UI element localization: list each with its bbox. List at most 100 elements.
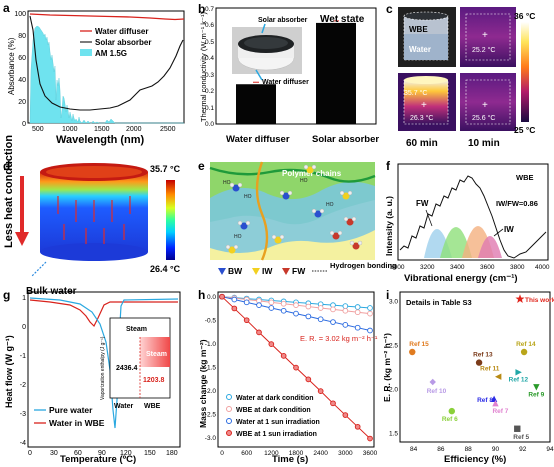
xtick: 3000: [390, 264, 405, 271]
xtick: 30: [50, 450, 58, 457]
xticks-i: 84 86 88 90 92 94: [410, 446, 554, 453]
ytick: -2.0: [205, 388, 217, 395]
polymer-chains-label: Polymer chains: [282, 169, 342, 178]
point-label: Ref 15: [409, 341, 429, 348]
panel-letter-b: b: [198, 2, 205, 16]
crosshair-icon: +: [482, 100, 488, 111]
big-arrow-shaft: [20, 176, 24, 234]
inset-label-water-diffuser: Water diffuser: [262, 79, 309, 86]
crosshair-icon: +: [421, 100, 427, 111]
xtick: 3800: [510, 264, 525, 271]
panel-i: i Details in Table S3 This work Ref 15 Ref…: [382, 288, 554, 465]
ytick: 0.2: [205, 88, 214, 95]
panel-d: d Less heat conduction Bulk water 35.7 °…: [3, 135, 181, 297]
fw-icon: [282, 268, 290, 275]
xtick: 3200: [420, 264, 435, 271]
point-label: Ref 11: [480, 366, 500, 373]
panel-e: e Polymer chains HO HO HO HO HO: [198, 159, 397, 276]
f-label-fw: FW: [416, 199, 429, 208]
legend-swatch-am15g: [80, 49, 92, 56]
data-point: [280, 307, 287, 314]
marker-circle: [475, 359, 483, 366]
ylabel-h: Mass change (kg m⁻²): [198, 339, 208, 428]
marker-triangle-down: [533, 384, 540, 391]
data-point: [367, 305, 373, 311]
legend-am15g: AM 1.5G: [95, 49, 127, 58]
data-point: [268, 305, 275, 311]
ytick: 2.0: [389, 387, 398, 394]
ho: HO: [326, 202, 334, 208]
ytick: 0.0: [207, 294, 216, 301]
ytick: 0: [22, 324, 26, 331]
ytick: -3.0: [205, 435, 217, 442]
cylinder-bottom: [40, 243, 148, 261]
f-fw-pointer: [425, 209, 433, 227]
inset-value-water: 2436.4: [116, 365, 138, 372]
wet-state-label: Wet state: [320, 14, 365, 25]
ytick: 2.5: [389, 342, 398, 349]
xtick: 90: [98, 450, 106, 457]
data-point: [293, 302, 299, 309]
legend-bw: BW: [228, 266, 243, 276]
panel-f: f WBE IW/FW=0.86 FW IW Intensity (a. u.)…: [384, 159, 550, 284]
ytick: 0.6: [205, 22, 214, 29]
panel-letter-g: g: [3, 288, 10, 302]
point-label: Ref 14: [516, 341, 536, 348]
ylabel-f: Intensity (a. u.): [384, 196, 394, 256]
data-point: [317, 316, 324, 323]
axes-frame-f: [397, 163, 549, 261]
ytick: 0.3: [205, 72, 214, 79]
thermal-image-10min: [460, 73, 516, 131]
big-arrow-head-icon: [15, 232, 29, 246]
data-point: [268, 299, 275, 306]
data-point: [354, 324, 361, 331]
panel-a: a Water diffuser Solar absorber AM 1.5G …: [3, 1, 185, 146]
inset-enthalpy: Steam Steam 2436.4 1203.8 Vaporization e…: [100, 317, 171, 410]
xtick: 0: [28, 450, 32, 457]
f-iw-pointer: [493, 228, 504, 237]
panel-letter-h: h: [198, 288, 205, 302]
ytick: 0: [22, 121, 26, 128]
ytick: 0.1: [205, 105, 214, 112]
point-label: Ref 10: [427, 388, 447, 395]
data-point: [367, 327, 373, 334]
label-wbe: WBE: [409, 25, 428, 34]
bulk-water-pointer: [31, 261, 47, 277]
point-label: Ref 7: [492, 408, 508, 415]
thermal-device-60min: [403, 79, 449, 125]
data-point: [367, 435, 373, 442]
ytick: -2: [20, 382, 26, 389]
ylabel-g: Heat flow (W g⁻¹): [4, 335, 14, 408]
ytick: -2.5: [205, 412, 217, 419]
inset-ylabel: Vaporization enthalpy (J g⁻¹): [100, 336, 106, 400]
ho: HO: [223, 180, 231, 186]
xtick: 84: [410, 446, 418, 453]
ytick: 80: [18, 33, 26, 40]
time-60min: 60 min: [406, 138, 438, 149]
ytick: 60: [18, 55, 26, 62]
ytick: -1: [20, 353, 26, 360]
data-point: [330, 306, 336, 313]
ytick: 1.5: [389, 431, 398, 438]
xtick: 4000: [535, 264, 550, 271]
inset-photo-sample: [232, 27, 302, 74]
ytick: -4: [20, 440, 26, 447]
marker-square: [514, 425, 521, 432]
polymer-chain-green: [209, 166, 376, 183]
temperature-colorbar-d: [166, 180, 175, 260]
inset-steam-right: Steam: [146, 351, 167, 358]
note-table-s3: Details in Table S3: [406, 298, 472, 307]
xtick: 150: [144, 450, 156, 457]
data-point: [330, 400, 336, 407]
bars-b: [236, 20, 356, 125]
ylabel-i: E. R. (kg m⁻² h⁻¹): [382, 333, 392, 402]
data-point: [256, 329, 262, 336]
data-point: [354, 423, 361, 430]
xtick: 600: [241, 450, 252, 457]
peak-iw-1: [440, 227, 472, 258]
plot-h: [219, 293, 373, 442]
marker-circle: [520, 348, 528, 356]
xtick-solar-absorber: Solar absorber: [312, 134, 379, 145]
marker-diamond: [429, 378, 436, 386]
data-point: [256, 302, 262, 309]
